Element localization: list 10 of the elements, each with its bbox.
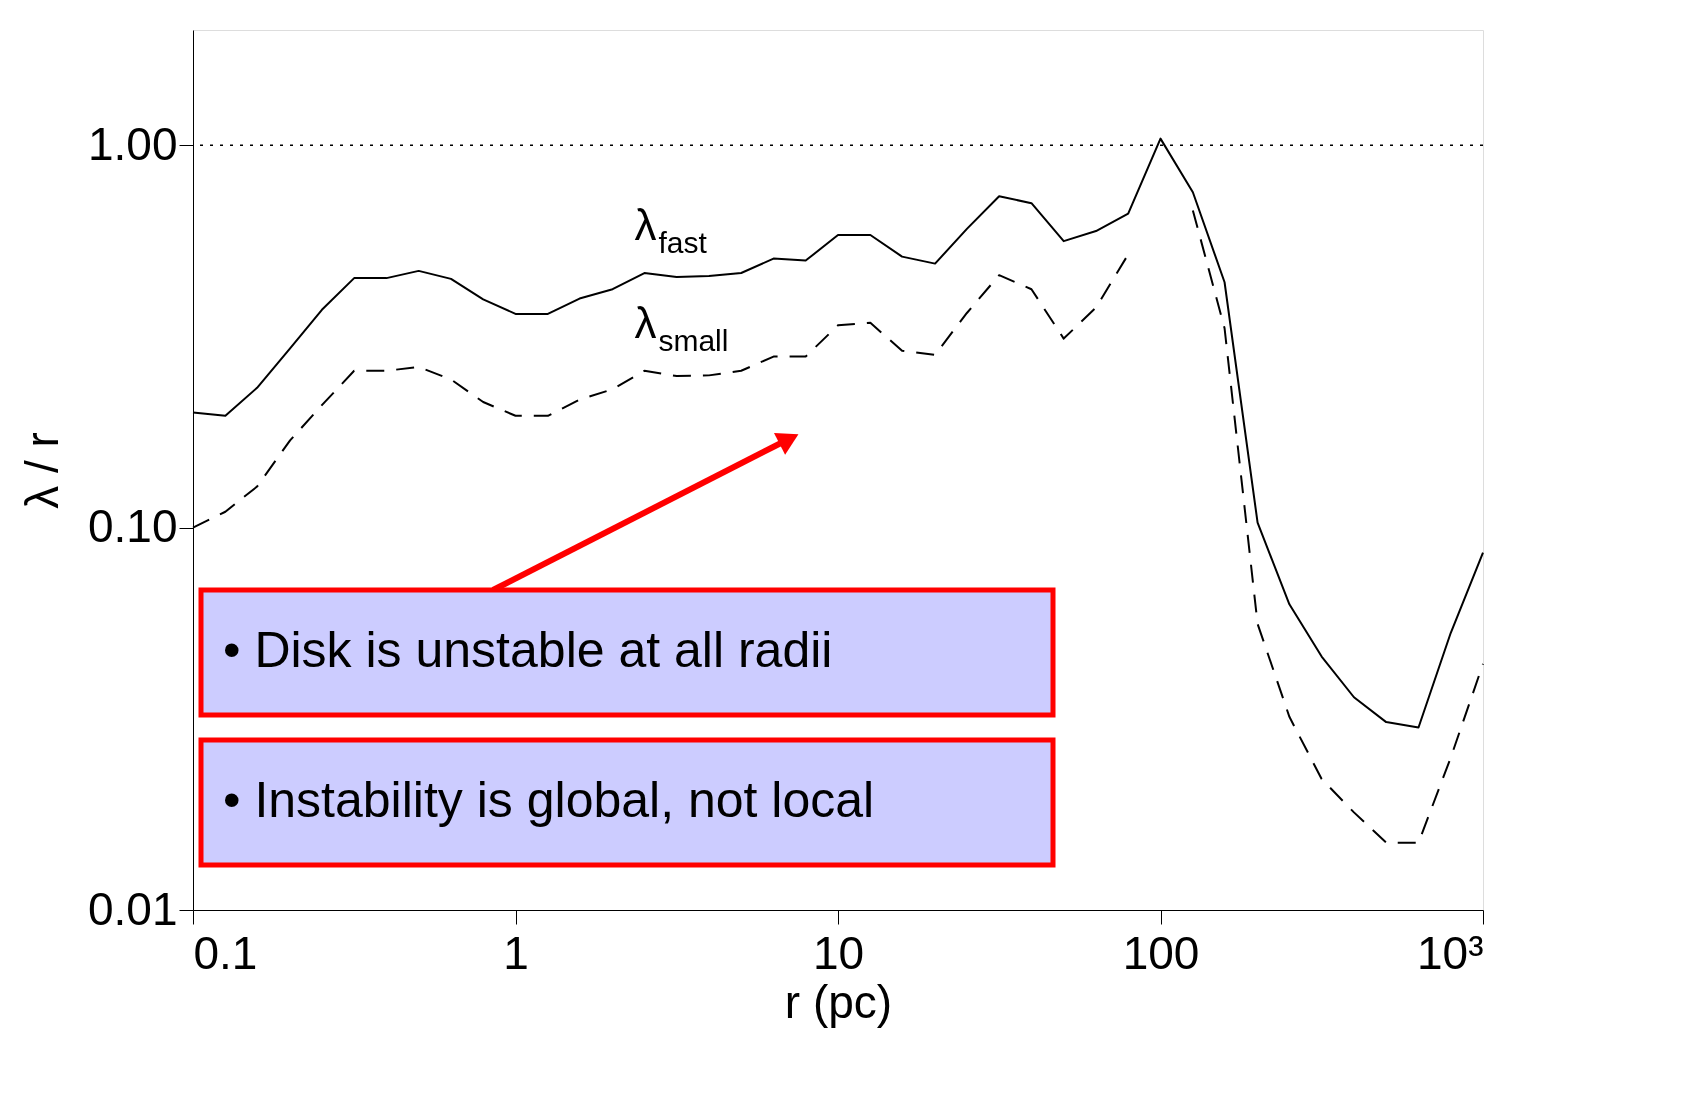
y-tick-label: 0.01 (87, 882, 178, 935)
annotation: • Disk is unstable at all radii (223, 622, 833, 678)
annotation: • Instability is global, not local (223, 772, 875, 828)
y-tick-label: 0.10 (87, 500, 178, 553)
x-tick-label: 10³ (1417, 926, 1484, 979)
y-tick-label: 1.00 (87, 117, 178, 170)
y-axis-title: λ / r (15, 432, 68, 509)
x-tick-label: 1 (503, 926, 529, 979)
x-tick-label: 0.1 (193, 926, 258, 979)
x-tick-label: 100 (1122, 926, 1200, 979)
